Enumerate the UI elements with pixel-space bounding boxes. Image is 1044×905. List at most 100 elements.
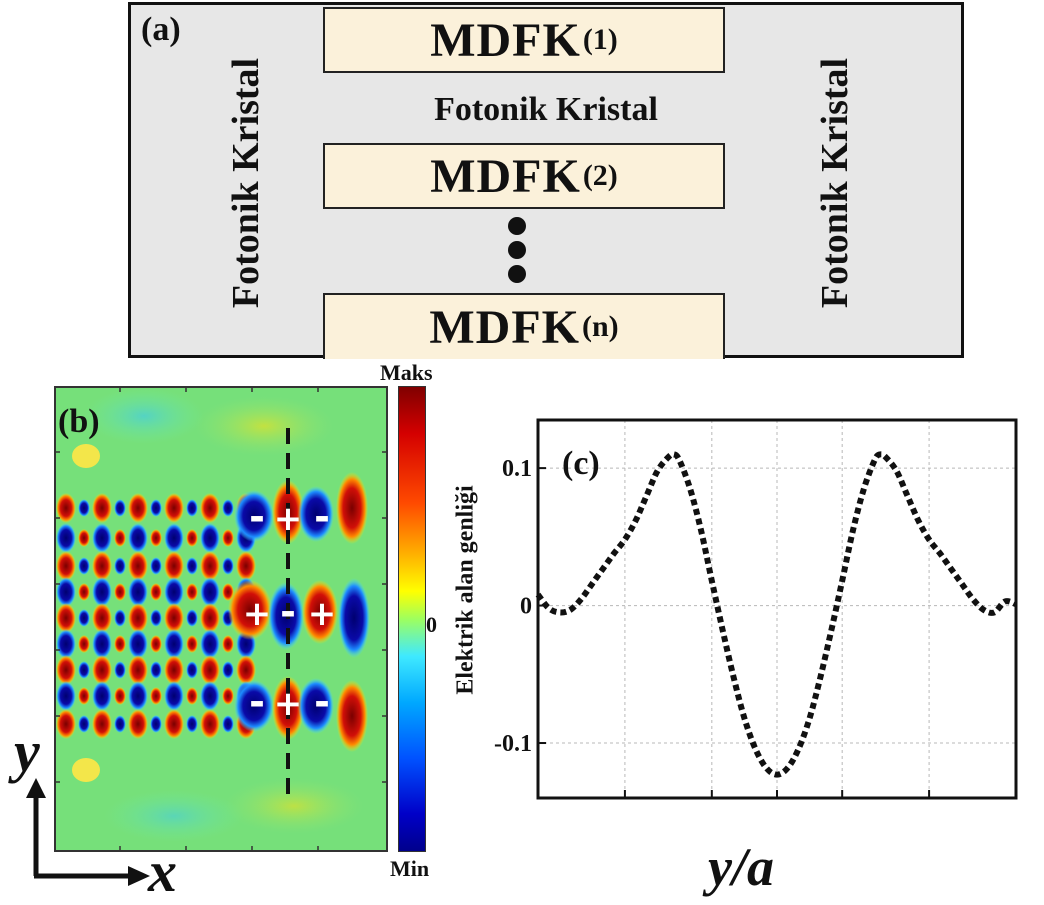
crystal-field-lobe — [164, 709, 184, 739]
crystal-field-lobe — [128, 493, 148, 523]
field-amplitude-line — [535, 451, 1018, 778]
crystal-field-lobe — [200, 629, 220, 659]
mdfk-box-1: MDFK (1) — [323, 7, 725, 73]
plus-sign: + — [274, 499, 303, 539]
crystal-field-lobe — [186, 499, 198, 517]
crystal-field-lobe — [92, 523, 112, 553]
mdfk-2-main: MDFK — [430, 149, 581, 203]
field-lobe — [72, 444, 100, 468]
field-lobe — [224, 778, 364, 834]
field-lobe — [104, 790, 244, 842]
plus-sign: + — [308, 594, 337, 634]
field-amplitude-plot: -11-7-3037110.10-0.1 (c) — [494, 418, 1018, 800]
waveguide-field-lobe — [338, 578, 370, 658]
mdfk-1-index: (1) — [582, 23, 618, 56]
crystal-field-lobe — [56, 655, 76, 685]
waveguide-field-lobe — [234, 680, 274, 732]
crystal-field-lobe — [78, 499, 90, 517]
crystal-field-lobe — [164, 603, 184, 633]
crystal-field-lobe — [92, 577, 112, 607]
waveguide-field-lobe — [228, 580, 272, 640]
crystal-field-lobe — [150, 557, 162, 575]
crystal-field-lobe — [56, 577, 76, 607]
panel-c-label: (c) — [562, 445, 600, 482]
crystal-field-lobe — [56, 551, 76, 581]
crystal-field-lobe — [150, 715, 162, 733]
colorbar — [398, 386, 426, 852]
crystal-field-lobe — [150, 499, 162, 517]
minus-sign: - — [249, 495, 265, 539]
crystal-field-lobe — [186, 687, 198, 705]
center-photonic-crystal-label: Fotonik Kristal — [434, 91, 658, 128]
crystal-field-lobe — [200, 551, 220, 581]
minus-sign: - — [314, 495, 330, 539]
crystal-field-lobe — [164, 681, 184, 711]
colorbar-zero-label: 0 — [426, 612, 437, 637]
crystal-field-lobe — [92, 493, 112, 523]
crystal-field-lobe — [56, 681, 76, 711]
crystal-field-lobe — [92, 709, 112, 739]
field-lobe — [72, 758, 100, 782]
mode-sign-marks: - + -+ - +- + - — [243, 495, 337, 724]
crystal-field-lobe — [200, 655, 220, 685]
field-distribution-map: - + -+ - +- + - (b) — [54, 386, 388, 852]
crystal-field-lobe — [78, 715, 90, 733]
crystal-field-lobe — [150, 609, 162, 627]
crystal-field-lobe — [200, 709, 220, 739]
crystal-field-lobe — [78, 529, 90, 547]
waveguide-field-lobe — [298, 678, 334, 734]
mdfk-n-main: MDFK — [429, 300, 580, 354]
crystal-field-lobe — [150, 635, 162, 653]
crystal-field-pattern — [56, 493, 256, 739]
crystal-field-lobe — [164, 655, 184, 685]
crystal-field-lobe — [200, 681, 220, 711]
crystal-field-lobe — [128, 655, 148, 685]
colorbar-max-label: Maks — [380, 360, 433, 385]
colorbar-min-label: Min — [390, 856, 430, 881]
y-tick-label: -0.1 — [494, 731, 532, 757]
plot-ticks: -11-7-3037110.10-0.1 — [494, 456, 1017, 798]
mdfk-box-2: MDFK (2) — [323, 143, 725, 209]
crystal-field-lobe — [200, 603, 220, 633]
mdfk-box-n: MDFK (n) — [323, 293, 725, 359]
crystal-field-lobe — [164, 523, 184, 553]
plot-x-axis-label: y/a — [708, 837, 774, 897]
waveguide-field-lobe — [302, 580, 338, 644]
y-tick-label: 0.1 — [502, 456, 532, 482]
crystal-field-lobe — [114, 661, 126, 679]
waveguide-field-lobe — [234, 490, 274, 542]
crystal-field-lobe — [92, 655, 112, 685]
crystal-field-lobe — [78, 557, 90, 575]
axis-y-letter: y — [14, 719, 40, 784]
crystal-field-lobe — [128, 603, 148, 633]
plot-y-axis-label: Elektrik alan genliği — [452, 485, 479, 695]
crystal-field-lobe — [200, 493, 220, 523]
crystal-field-lobe — [164, 493, 184, 523]
crystal-field-lobe — [128, 551, 148, 581]
crystal-field-lobe — [222, 635, 234, 653]
plus-sign: + — [243, 594, 272, 634]
crystal-field-lobe — [150, 529, 162, 547]
crystal-field-lobe — [114, 529, 126, 547]
field-lobe — [194, 396, 334, 456]
field-lobe — [84, 388, 204, 444]
crystal-field-lobe — [222, 661, 234, 679]
crystal-field-lobe — [56, 629, 76, 659]
minus-sign: - — [314, 680, 330, 724]
crystal-field-lobe — [78, 583, 90, 601]
crystal-field-lobe — [56, 493, 76, 523]
crystal-field-lobe — [92, 681, 112, 711]
waveguide-field-lobe — [336, 472, 368, 544]
ellipsis-dot — [508, 241, 526, 259]
crystal-field-lobe — [78, 687, 90, 705]
plus-sign: + — [274, 684, 303, 724]
crystal-field-lobe — [56, 709, 76, 739]
crystal-field-lobe — [128, 577, 148, 607]
minus-sign: - — [280, 590, 296, 634]
x-axis-arrowhead — [128, 866, 150, 886]
panel-a-label: (a) — [141, 11, 181, 48]
crystal-field-lobe — [56, 523, 76, 553]
plot-frame — [536, 418, 1018, 800]
crystal-field-lobe — [114, 635, 126, 653]
crystal-field-lobe — [222, 499, 234, 517]
